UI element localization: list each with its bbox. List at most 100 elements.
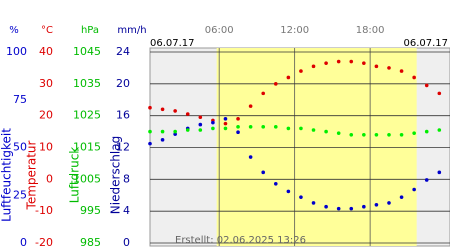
data-point xyxy=(336,131,341,135)
data-point xyxy=(399,132,404,137)
y-tick-label: 20 xyxy=(39,109,53,122)
data-point xyxy=(362,204,366,209)
data-point xyxy=(236,125,240,129)
data-point xyxy=(412,75,416,80)
data-point xyxy=(424,129,429,134)
data-point xyxy=(248,104,253,108)
data-point xyxy=(399,195,404,199)
data-point xyxy=(261,170,266,175)
data-point xyxy=(173,132,177,136)
axis-title: Temperatur xyxy=(25,140,39,210)
data-point xyxy=(299,126,303,131)
x-tick-label: 18:00 xyxy=(356,25,385,36)
data-point xyxy=(362,61,366,65)
data-point xyxy=(387,201,391,205)
y-tick-label: 75 xyxy=(13,93,27,106)
data-point xyxy=(148,129,152,134)
y-tick-label: 0 xyxy=(20,236,27,249)
data-point xyxy=(148,141,152,146)
data-point xyxy=(273,125,278,129)
data-point xyxy=(387,66,391,70)
y-tick-label: 30 xyxy=(39,77,53,90)
data-point xyxy=(349,132,354,137)
data-point xyxy=(336,59,341,64)
data-point xyxy=(349,59,354,64)
y-tick-label: -10 xyxy=(35,204,53,217)
axis-title: Luftfeuchtigkeit xyxy=(0,128,14,222)
daylight-band xyxy=(216,48,417,246)
data-point xyxy=(173,109,177,113)
axis-unit: % xyxy=(9,25,19,36)
axis-unit: hPa xyxy=(81,25,99,36)
data-point xyxy=(173,129,177,134)
data-point xyxy=(261,91,266,96)
data-point xyxy=(286,75,291,80)
data-point xyxy=(437,170,442,175)
data-point xyxy=(324,129,328,134)
y-tick-label: 12 xyxy=(116,141,130,154)
data-point xyxy=(311,128,316,132)
data-point xyxy=(374,64,379,69)
axis-title: Luftdruck xyxy=(68,147,82,204)
axis-unit: mm/h xyxy=(117,25,146,36)
data-point xyxy=(185,128,190,132)
data-point xyxy=(160,107,165,112)
data-point xyxy=(387,132,391,137)
data-point xyxy=(261,125,266,129)
data-point xyxy=(412,187,416,192)
y-tick-label: 1015 xyxy=(73,141,101,154)
date-left: 06.07.17 xyxy=(150,38,195,49)
y-tick-label: 0 xyxy=(46,172,53,185)
y-tick-label: 25 xyxy=(13,188,27,201)
data-point xyxy=(349,206,354,211)
data-point xyxy=(299,195,303,199)
y-tick-label: 20 xyxy=(116,77,130,90)
data-point xyxy=(223,126,228,131)
data-point xyxy=(236,117,240,121)
data-point xyxy=(248,155,253,159)
data-point xyxy=(324,61,328,65)
data-point xyxy=(437,128,442,132)
y-tick-label: 40 xyxy=(39,45,53,58)
data-point xyxy=(324,204,328,209)
data-point xyxy=(198,122,203,127)
data-point xyxy=(223,117,228,121)
footer: Erstellt: 02.06.2025 13:26 xyxy=(175,235,306,246)
y-tick-label: 4 xyxy=(123,204,130,217)
data-point xyxy=(424,178,429,182)
y-tick-label: 1025 xyxy=(73,109,101,122)
data-point xyxy=(362,132,366,137)
data-point xyxy=(437,91,442,96)
data-point xyxy=(223,121,228,126)
data-point xyxy=(211,120,215,125)
data-point xyxy=(148,105,152,110)
y-tick-label: 985 xyxy=(80,236,101,249)
data-point xyxy=(399,69,404,73)
data-point xyxy=(185,112,190,116)
x-tick-label: 06:00 xyxy=(205,25,234,36)
y-tick-label: 50 xyxy=(13,141,27,154)
data-point xyxy=(374,203,379,207)
data-point xyxy=(286,126,291,131)
data-point xyxy=(299,69,303,73)
y-tick-label: 100 xyxy=(6,45,27,58)
data-point xyxy=(160,138,165,142)
data-point xyxy=(198,115,203,120)
data-point xyxy=(424,83,429,88)
data-point xyxy=(273,82,278,86)
axis-title: Niederschlag xyxy=(109,136,123,214)
data-point xyxy=(374,132,379,137)
y-tick-label: 10 xyxy=(39,141,53,154)
y-tick-label: 1005 xyxy=(73,172,101,185)
data-point xyxy=(273,181,278,186)
data-point xyxy=(286,189,291,194)
date-right: 06.07.17 xyxy=(403,38,448,49)
x-tick-label: 12:00 xyxy=(280,25,309,36)
y-tick-label: 16 xyxy=(116,109,130,122)
data-point xyxy=(198,128,203,132)
data-point xyxy=(311,64,316,69)
y-tick-label: 995 xyxy=(80,204,101,217)
y-tick-label: 8 xyxy=(123,172,130,185)
